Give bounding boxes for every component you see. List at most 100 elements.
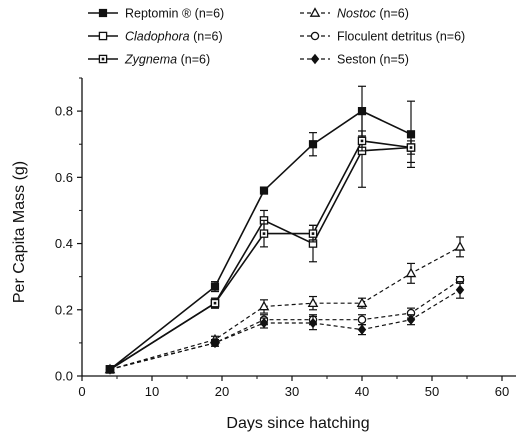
x-tick-label: 50 [425, 384, 439, 399]
series-layer [104, 85, 466, 375]
legend-sample-size: (n=6) [177, 53, 210, 67]
legend-label: Seston (n=5) [337, 53, 409, 67]
legend-item: Seston (n=5) [300, 53, 409, 67]
data-point [308, 317, 318, 329]
data-point [406, 143, 416, 152]
data-point [210, 337, 220, 349]
legend: Reptomin ® (n=6)Cladophora (n=6)Zygnema … [88, 7, 465, 67]
legend-sample-size: (n=6) [191, 7, 224, 21]
x-axis-title: Days since hatching [226, 415, 369, 432]
marker-circle-open [310, 31, 320, 41]
marker-dot [262, 232, 266, 235]
data-point [210, 282, 220, 291]
marker-triangle [454, 241, 466, 251]
data-point [405, 267, 417, 278]
legend-series-name: Floculent detritus [337, 30, 432, 44]
y-tick-label: 0.4 [55, 236, 73, 251]
y-axis-title: Per Capita Mass (g) [11, 161, 28, 303]
data-point [308, 229, 318, 238]
x-tick-label: 40 [355, 384, 369, 399]
legend-label: Nostoc (n=6) [337, 7, 409, 21]
marker-diamond [259, 317, 269, 329]
marker-dot [311, 232, 315, 235]
legend-item: Reptomin ® (n=6) [88, 7, 224, 21]
legend-item: Cladophora (n=6) [88, 30, 223, 44]
data-point [308, 140, 318, 149]
marker-triangle [307, 297, 319, 308]
legend-sample-size: (n=6) [432, 30, 465, 44]
marker-triangle [309, 7, 321, 17]
marker-square-filled [357, 107, 367, 116]
legend-series-name: Seston [337, 53, 376, 67]
y-tick-label: 0.2 [55, 302, 73, 317]
marker-diamond [210, 337, 220, 349]
series-line [109, 140, 412, 371]
data-point [454, 241, 466, 251]
x-tick-label: 30 [285, 384, 299, 399]
axes: 0 10 20 30 40 50 60 0.0 0.2 0.4 0.6 0.8 [55, 77, 516, 399]
marker-triangle [356, 297, 368, 308]
y-tick-label: 0.8 [55, 104, 73, 119]
marker-dot [101, 57, 105, 61]
data-point [210, 298, 220, 308]
legend-sample-size: (n=6) [190, 30, 223, 44]
data-point [105, 364, 115, 375]
marker-dot [360, 139, 364, 143]
series-diamond [105, 281, 465, 375]
y-tick-label: 0.0 [55, 369, 73, 384]
legend-label: Floculent detritus (n=6) [337, 30, 465, 44]
data-point [309, 7, 321, 17]
x-tick-label: 60 [495, 384, 509, 399]
plot-area: 0 10 20 30 40 50 60 0.0 0.2 0.4 0.6 0.8 [55, 77, 516, 399]
legend-label: Reptomin ® (n=6) [125, 7, 224, 21]
marker-triangle [405, 267, 417, 278]
marker-diamond [308, 317, 318, 329]
legend-sample-size: (n=6) [376, 7, 409, 21]
data-point [259, 229, 269, 238]
x-tick-label: 10 [145, 384, 159, 399]
marker-square-open [98, 31, 108, 41]
marker-circle-open [357, 315, 367, 324]
legend-label: Zygnema (n=6) [124, 53, 210, 67]
marker-diamond [406, 314, 416, 325]
marker-square-filled [98, 8, 108, 18]
data-point [307, 297, 319, 308]
marker-dot [409, 146, 413, 149]
marker-diamond [105, 364, 115, 375]
data-point [259, 317, 269, 329]
series-square-dotted [105, 130, 416, 374]
data-point [356, 297, 368, 308]
legend-series-name: Nostoc [337, 7, 377, 21]
legend-item: Zygnema (n=6) [88, 53, 210, 67]
marker-square-filled [308, 140, 318, 149]
legend-sample-size: (n=5) [376, 53, 409, 67]
legend-label: Cladophora (n=6) [125, 30, 223, 44]
x-tick-label: 0 [78, 384, 85, 399]
data-point [98, 31, 108, 41]
legend-item: Floculent detritus (n=6) [300, 30, 465, 44]
marker-dot [213, 301, 217, 305]
marker-triangle [258, 300, 270, 311]
data-point [406, 314, 416, 325]
legend-item: Nostoc (n=6) [300, 7, 409, 21]
data-point [357, 107, 367, 116]
data-point [259, 186, 269, 195]
legend-series-name: Cladophora [125, 30, 190, 44]
data-point [98, 54, 108, 64]
legend-series-name: Zygnema [124, 53, 177, 67]
marker-square-filled [210, 282, 220, 291]
data-point [357, 324, 367, 335]
data-point [310, 53, 320, 65]
y-tick-label: 0.6 [55, 170, 73, 185]
data-point [98, 8, 108, 18]
x-tick-label: 20 [215, 384, 229, 399]
data-point [357, 136, 367, 146]
data-point [258, 300, 270, 311]
marker-diamond [357, 324, 367, 335]
marker-diamond [455, 284, 465, 296]
data-point [455, 284, 465, 296]
legend-series-name: Reptomin ® [125, 7, 192, 21]
marker-diamond [310, 53, 320, 65]
marker-square-filled [259, 186, 269, 195]
